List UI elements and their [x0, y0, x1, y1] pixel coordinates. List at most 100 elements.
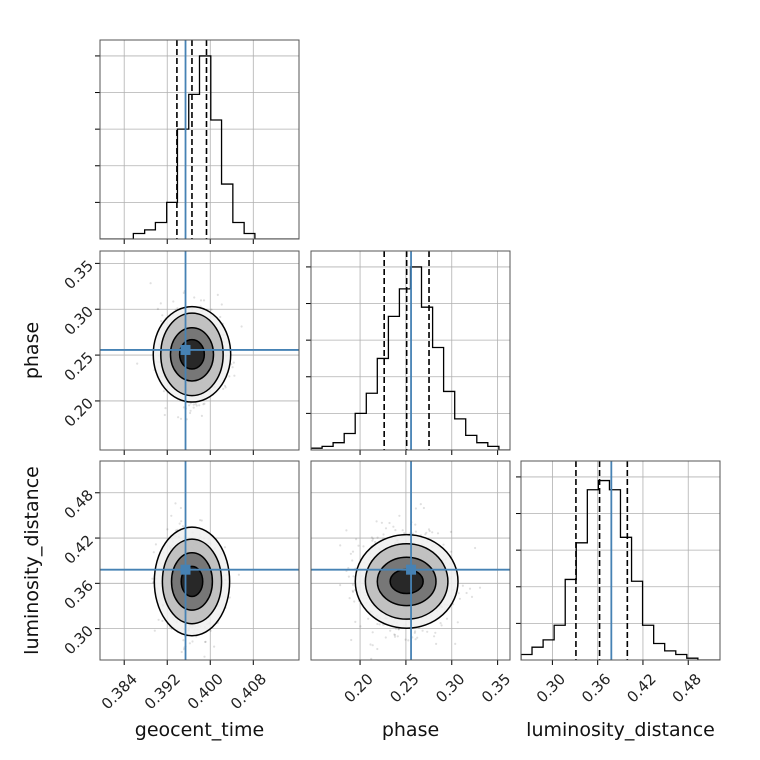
- panel-phase-hist: [306, 250, 511, 455]
- sample-point: [375, 520, 378, 523]
- sample-point: [151, 577, 154, 580]
- sample-point: [176, 307, 179, 310]
- sample-point: [222, 387, 225, 390]
- sample-point: [203, 655, 206, 658]
- sample-point: [166, 528, 169, 531]
- sample-point: [434, 631, 437, 634]
- sample-point: [189, 411, 192, 415]
- sample-point: [450, 550, 453, 553]
- sample-point: [433, 635, 436, 638]
- sample-point: [374, 540, 377, 544]
- sample-point: [202, 403, 205, 406]
- sample-point: [192, 406, 195, 409]
- x-tick-label: 0.36: [578, 670, 614, 706]
- x-axis-label-geocent_time: geocent_time: [135, 719, 264, 741]
- sample-point: [425, 531, 428, 534]
- sample-point: [351, 589, 354, 592]
- sample-point: [161, 314, 164, 317]
- sample-point: [431, 531, 434, 534]
- x-tick-label: 0.30: [432, 670, 468, 706]
- sample-point: [172, 300, 175, 303]
- density-contour: [178, 338, 206, 370]
- sample-point: [200, 414, 203, 417]
- sample-point: [376, 536, 379, 539]
- sample-point: [384, 527, 388, 530]
- sample-point: [355, 538, 358, 541]
- sample-point: [163, 413, 166, 417]
- sample-point: [192, 403, 195, 406]
- sample-point: [382, 533, 385, 536]
- sample-point: [465, 591, 468, 595]
- panel-content: [100, 251, 299, 450]
- sample-point: [233, 374, 236, 377]
- panel-content: [311, 461, 510, 660]
- sample-point: [189, 409, 192, 412]
- density-contour: [170, 552, 214, 611]
- y-axis-label-phase: phase: [21, 322, 43, 379]
- sample-point: [237, 573, 240, 576]
- sample-point: [224, 386, 227, 389]
- sample-point: [153, 629, 156, 632]
- sample-point: [228, 596, 231, 599]
- x-tick-label: 0.408: [227, 670, 270, 713]
- sample-point: [187, 670, 189, 672]
- sample-point: [157, 618, 160, 621]
- y-tick-label: 0.20: [61, 394, 97, 430]
- sample-point: [179, 506, 182, 510]
- sample-point: [228, 375, 231, 378]
- sample-point: [367, 617, 370, 620]
- sample-point: [345, 529, 348, 532]
- panel-frame: [520, 460, 721, 661]
- sample-point: [159, 302, 162, 305]
- sample-point: [219, 315, 222, 319]
- sample-point: [416, 636, 419, 639]
- sample-point: [369, 643, 372, 646]
- sample-point: [149, 282, 152, 285]
- sample-point: [154, 543, 157, 546]
- x-axis-label-luminosity_distance: luminosity_distance: [526, 719, 715, 741]
- x-axis-label-phase: phase: [382, 719, 439, 741]
- panel-luminosity_distance-hist: 0.30 0.36 0.42 0.48: [516, 460, 721, 706]
- sample-point: [384, 636, 387, 639]
- sample-point: [152, 551, 155, 554]
- sample-point: [203, 402, 206, 405]
- sample-point: [397, 628, 400, 631]
- panel-geocent_time-hist: [95, 39, 300, 244]
- sample-point: [354, 620, 357, 624]
- sample-point: [194, 403, 197, 406]
- sample-point: [421, 629, 424, 632]
- histogram-step: [100, 55, 299, 239]
- density-contour: [153, 526, 231, 637]
- sample-point: [393, 633, 396, 636]
- sample-point: [351, 590, 355, 594]
- sample-point: [396, 635, 399, 638]
- sample-point: [351, 583, 354, 586]
- sample-point: [435, 642, 438, 646]
- sample-point: [398, 514, 401, 517]
- sample-point: [182, 406, 185, 409]
- sample-point: [414, 638, 417, 641]
- sample-point: [389, 629, 392, 632]
- sample-point: [422, 506, 425, 510]
- sample-point: [347, 575, 350, 578]
- x-tick-label: 0.25: [386, 670, 422, 706]
- sample-point: [468, 587, 472, 590]
- sample-point: [457, 592, 460, 595]
- sample-point: [414, 630, 417, 633]
- sample-point: [220, 303, 223, 306]
- y-tick-label: 0.35: [61, 257, 97, 293]
- sample-point: [403, 531, 406, 535]
- sample-point: [397, 628, 400, 631]
- density-contour: [354, 533, 459, 629]
- sample-point: [174, 502, 177, 505]
- sample-point: [177, 416, 180, 419]
- sample-point: [439, 622, 442, 625]
- sample-point: [428, 529, 431, 533]
- sample-point: [419, 503, 422, 506]
- truth-marker: [180, 344, 191, 355]
- sample-point: [195, 404, 198, 407]
- sample-point: [164, 407, 167, 410]
- sample-point: [370, 536, 373, 539]
- sample-point: [351, 550, 355, 553]
- sample-point: [179, 417, 183, 420]
